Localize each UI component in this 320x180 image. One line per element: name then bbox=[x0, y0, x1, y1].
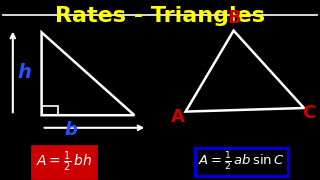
Text: A: A bbox=[171, 108, 185, 126]
Text: b: b bbox=[64, 121, 77, 139]
Text: Rates - Triangles: Rates - Triangles bbox=[55, 6, 265, 26]
Text: $A = \frac{1}{2}\,bh$: $A = \frac{1}{2}\,bh$ bbox=[36, 150, 92, 174]
Text: C: C bbox=[302, 104, 316, 122]
Bar bbox=[42, 106, 58, 115]
Text: $A = \frac{1}{2}\,ab\,\sin C$: $A = \frac{1}{2}\,ab\,\sin C$ bbox=[198, 151, 285, 173]
Text: B: B bbox=[228, 9, 241, 27]
Text: h: h bbox=[17, 62, 31, 82]
